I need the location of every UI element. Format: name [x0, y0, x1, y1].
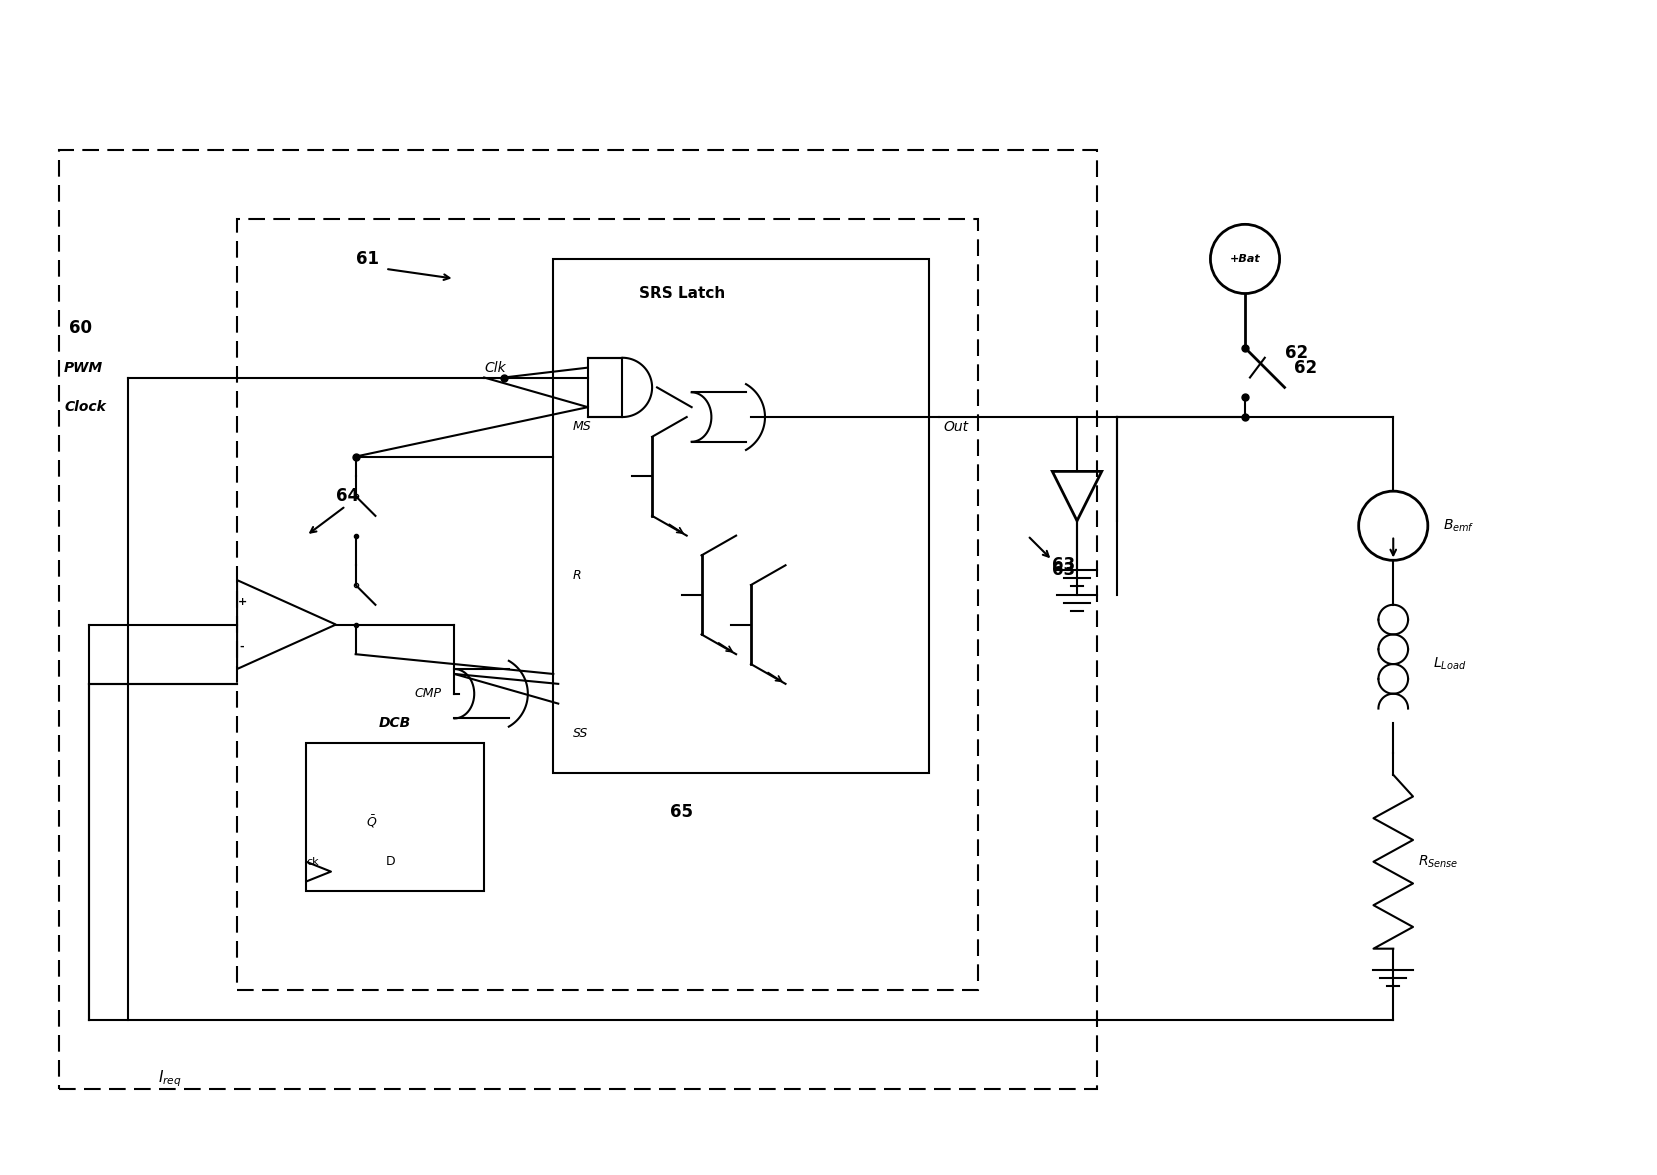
Text: SRS Latch: SRS Latch [638, 286, 724, 301]
Text: 60: 60 [70, 320, 93, 337]
Text: Clock: Clock [65, 401, 106, 414]
Text: $\bar{Q}$: $\bar{Q}$ [366, 814, 376, 831]
Text: 64: 64 [336, 488, 360, 505]
Text: PWM: PWM [65, 361, 103, 375]
Text: 63: 63 [1052, 556, 1075, 575]
Text: D: D [386, 855, 394, 868]
Text: 63: 63 [1052, 562, 1075, 579]
Text: MS: MS [573, 421, 592, 434]
Text: ck: ck [307, 857, 318, 867]
Text: 62: 62 [1294, 358, 1317, 377]
Text: $L_{Load}$: $L_{Load}$ [1433, 656, 1466, 672]
Text: DCB: DCB [379, 717, 411, 731]
Text: Out: Out [943, 419, 969, 434]
Text: 62: 62 [1284, 344, 1307, 362]
Text: $B_{emf}$: $B_{emf}$ [1443, 517, 1475, 533]
Text: -: - [240, 642, 244, 652]
Text: +: + [237, 597, 247, 607]
Text: $R_{Sense}$: $R_{Sense}$ [1418, 853, 1458, 870]
Text: $I_{req}$: $I_{req}$ [157, 1069, 182, 1089]
Text: CMP: CMP [414, 687, 442, 700]
Text: 61: 61 [356, 250, 379, 268]
Text: SS: SS [573, 727, 588, 740]
Text: 65: 65 [669, 804, 693, 821]
Text: +Bat: +Bat [1229, 254, 1261, 264]
Text: R: R [573, 569, 582, 582]
Text: Clk: Clk [484, 361, 505, 375]
